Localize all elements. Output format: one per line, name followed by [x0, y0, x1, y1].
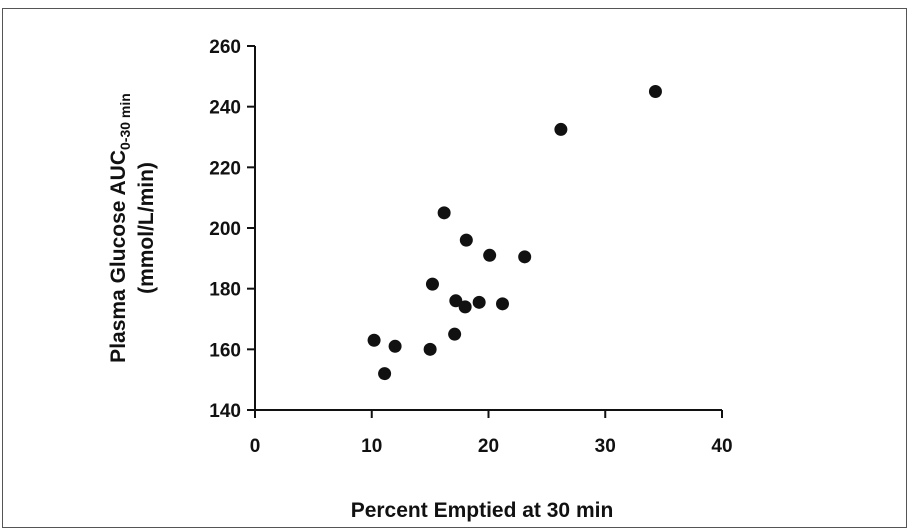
data-point	[425, 277, 439, 291]
y-tick-label: 140	[209, 401, 241, 422]
data-points	[367, 85, 662, 381]
x-axis-title: Percent Emptied at 30 min	[351, 499, 614, 522]
y-tick-label: 240	[209, 98, 241, 119]
y-axis-title: Plasma Glucose AUC0-30 min (mmol/L/min)	[107, 93, 158, 363]
data-point	[648, 85, 662, 98]
data-point	[449, 294, 463, 308]
y-axis-title-units: (mmol/L/min)	[135, 162, 158, 294]
y-axis-title-main: Plasma Glucose AUC	[107, 150, 130, 363]
data-point	[554, 122, 568, 136]
y-tick-label: 220	[209, 158, 241, 179]
data-point	[496, 297, 510, 311]
data-point	[367, 333, 381, 347]
data-point	[448, 327, 462, 341]
data-point	[423, 342, 437, 356]
data-point	[472, 295, 486, 309]
y-axis-title-subscript: 0-30 min	[117, 93, 133, 150]
x-tick-label: 20	[478, 436, 499, 457]
y-tick-label: 200	[209, 219, 241, 240]
y-ticks: 140 160 180 200 220 240 260	[209, 37, 255, 422]
y-tick-label: 160	[209, 340, 241, 361]
data-point	[459, 233, 473, 247]
x-ticks: 0 10 20 30 40	[250, 410, 733, 457]
data-point	[388, 339, 402, 353]
y-tick-label: 180	[209, 280, 241, 301]
y-tick-label: 260	[209, 37, 241, 58]
data-point	[437, 206, 451, 220]
data-point	[378, 367, 392, 381]
data-point	[458, 300, 472, 314]
x-tick-label: 0	[250, 436, 261, 457]
axes	[254, 46, 722, 411]
x-tick-label: 10	[361, 436, 382, 457]
x-tick-label: 30	[595, 436, 616, 457]
svg-text:Plasma Glucose AUC0-30 min: Plasma Glucose AUC0-30 min	[107, 93, 133, 363]
x-tick-label: 40	[711, 436, 732, 457]
data-point	[483, 248, 497, 262]
chart-frame	[2, 8, 907, 528]
data-point	[518, 250, 532, 264]
